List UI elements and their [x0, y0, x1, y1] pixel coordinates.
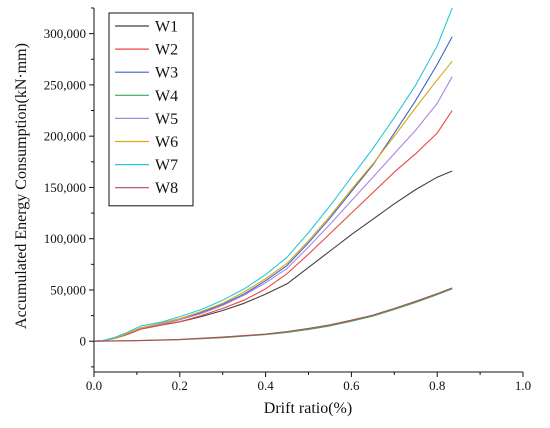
legend-label-w2: W2: [155, 42, 178, 59]
legend-label-w7: W7: [155, 157, 178, 174]
x-tick-label: 0.2: [172, 378, 188, 393]
y-tick-label: 250,000: [44, 77, 86, 92]
x-tick-label: 0.8: [429, 378, 445, 393]
y-axis-title: Accumulated Energy Consumption(kN·mm): [13, 43, 30, 329]
legend: W1 W2 W3 W4 W5 W6 W7 W8: [108, 12, 194, 207]
legend-label-w6: W6: [155, 134, 178, 151]
y-tick-label: 100,000: [44, 231, 86, 246]
plot-area: [94, 8, 453, 342]
legend-box: [108, 12, 194, 207]
y-tick-label: 0: [80, 334, 87, 349]
x-axis-title: Drift ratio(%): [264, 400, 352, 417]
legend-label-w4: W4: [155, 88, 178, 105]
series-line-w8: [94, 287, 453, 342]
x-tick-label: 0.6: [343, 378, 360, 393]
series-line-w2: [94, 110, 453, 342]
legend-label-w1: W1: [155, 19, 178, 36]
legend-label-w5: W5: [155, 111, 178, 128]
x-tick-label: 0.0: [86, 378, 102, 393]
legend-label-w8: W8: [155, 180, 178, 197]
series-line-w6: [94, 60, 453, 342]
x-tick-label: 0.4: [257, 378, 274, 393]
series-line-w7: [94, 8, 453, 342]
legend-label-w3: W3: [155, 65, 178, 82]
axes: 0.0 0.2 0.4 0.6 0.8 1.0 0 50,000 100,000 150,000 2…: [44, 7, 531, 393]
y-tick-label: 50,000: [50, 282, 86, 297]
y-tick-label: 150,000: [44, 180, 86, 195]
y-tick-label: 200,000: [44, 129, 86, 144]
x-tick-label: 1.0: [515, 378, 531, 393]
y-tick-label: 300,000: [44, 26, 86, 41]
